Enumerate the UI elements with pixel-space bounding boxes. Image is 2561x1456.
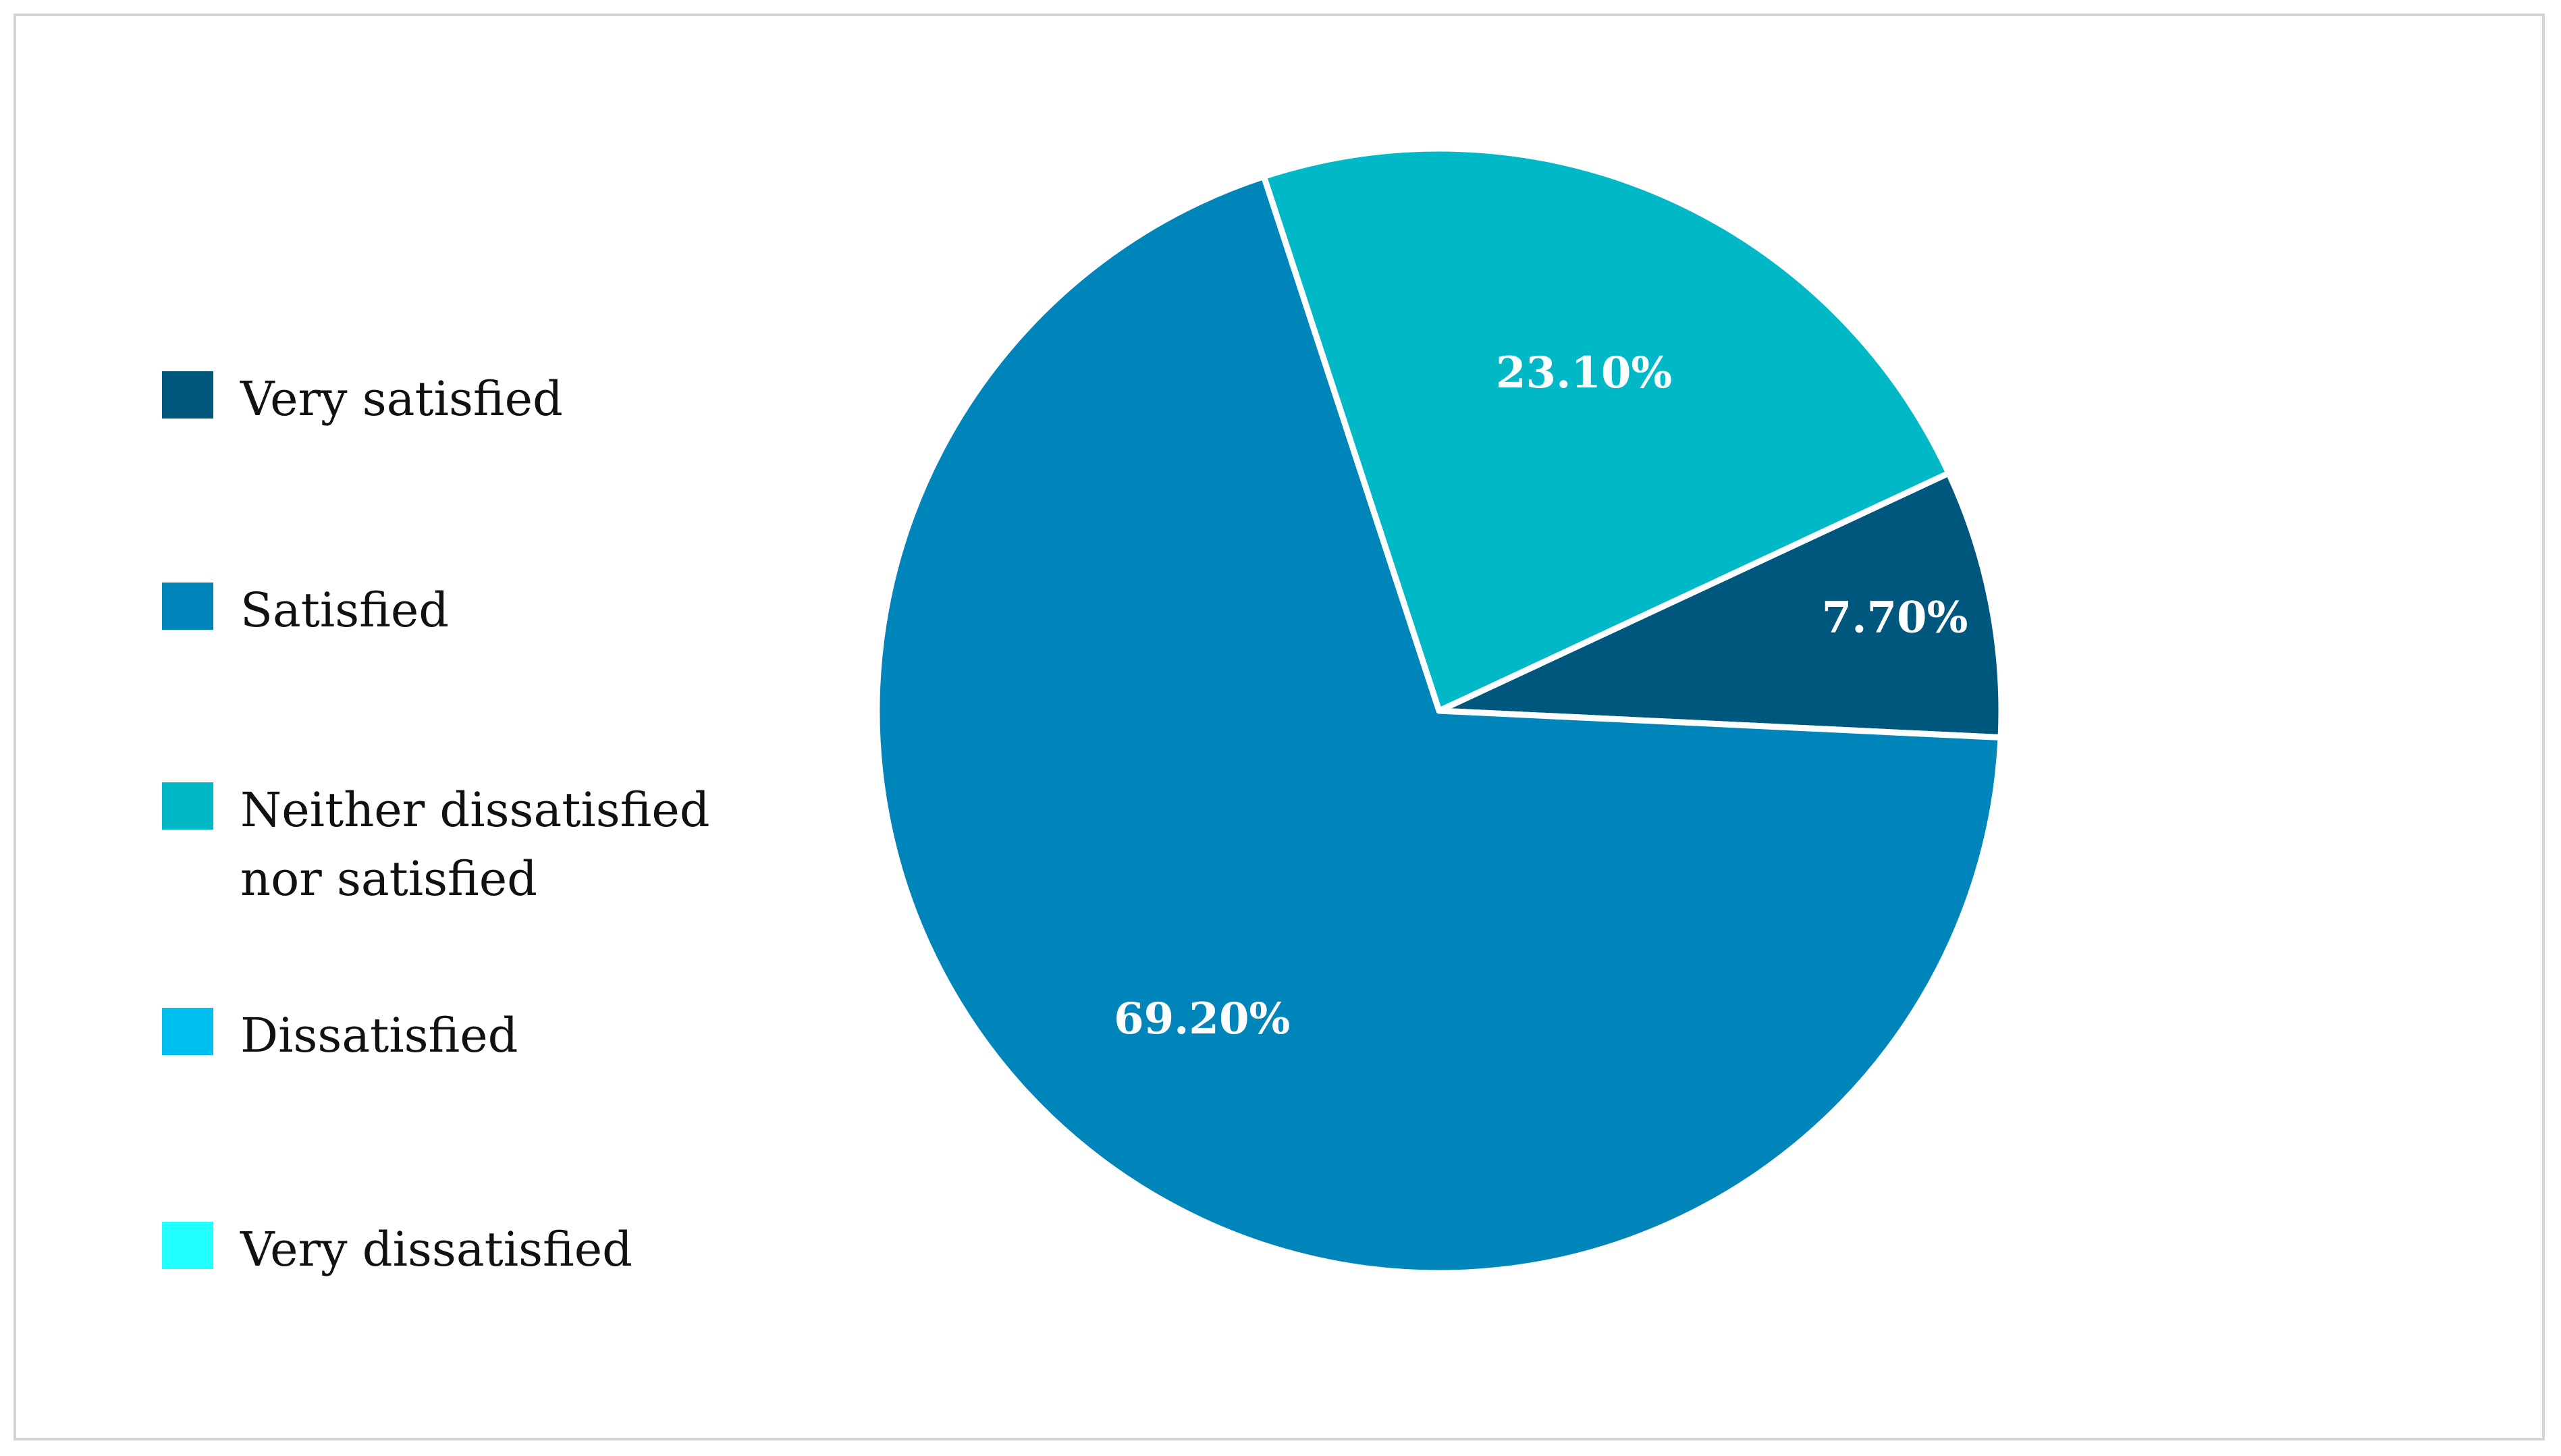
- legend-item-dissatisfied: Dissatisfied: [162, 1001, 753, 1070]
- pie-data-labels: 7.70% 69.20% 23.10%: [1114, 348, 1968, 1044]
- pie-slice-0: [1436, 470, 2005, 741]
- legend-swatch: [162, 371, 213, 419]
- legend-label: Very satisfied: [240, 371, 563, 427]
- pie-data-label-0: 7.70%: [1822, 593, 1968, 643]
- legend-label: Neither dissatisfied nor satisfied: [240, 782, 710, 907]
- legend-swatch: [162, 1222, 213, 1269]
- legend-item-very-dissatisfied: Very dissatisfied: [162, 1215, 753, 1284]
- pie-slice-1: [873, 173, 2004, 1276]
- pie-data-label-1: 69.20%: [1114, 994, 1290, 1044]
- pie-slices: [873, 145, 2005, 1276]
- legend-swatch: [162, 1008, 213, 1055]
- chart-legend: Very satisfied Satisfied Neither dissati…: [162, 0, 770, 1456]
- pie-data-label-2: 23.10%: [1496, 348, 1672, 398]
- pie-slice-2: [1260, 145, 1952, 714]
- legend-swatch: [162, 782, 213, 830]
- legend-label: Satisfied: [240, 583, 450, 638]
- legend-label: Dissatisfied: [240, 1008, 518, 1063]
- legend-item-neither: Neither dissatisfied nor satisfied: [162, 776, 753, 913]
- legend-item-satisfied: Satisfied: [162, 576, 753, 645]
- legend-swatch: [162, 583, 213, 630]
- legend-item-very-satisfied: Very satisfied: [162, 365, 753, 433]
- legend-label: Very dissatisfied: [240, 1222, 632, 1277]
